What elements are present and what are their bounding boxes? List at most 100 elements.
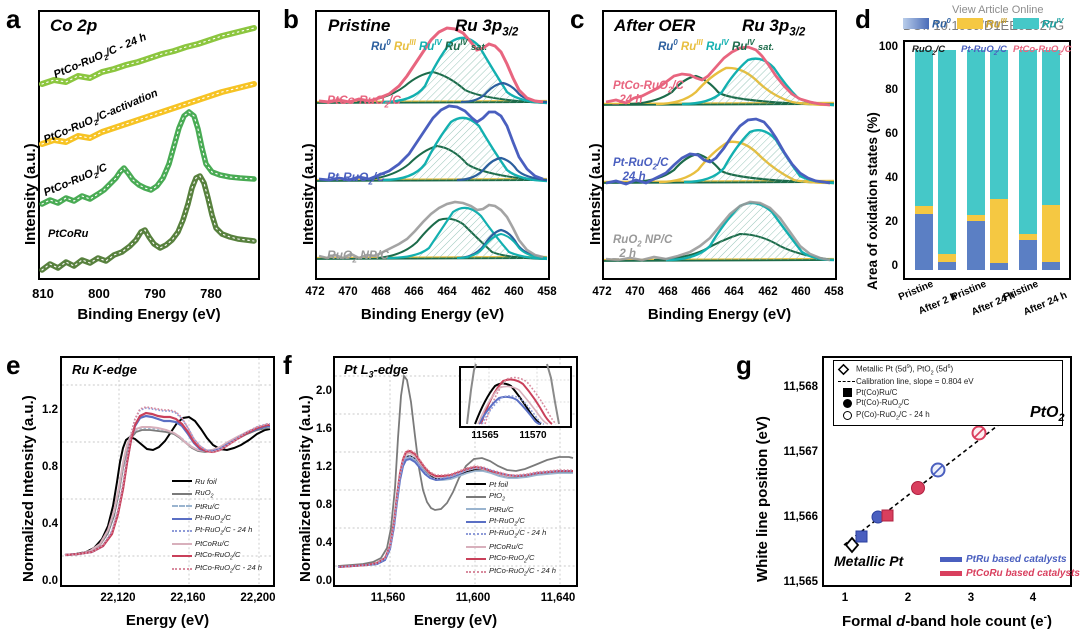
panel-d-svg xyxy=(915,50,1060,270)
panel-g-ylabel: White line position (eV) xyxy=(754,416,771,582)
panel-e-inset-title: Ru K-edge xyxy=(72,362,137,377)
panel-f-legend-label-0: Pt foil xyxy=(489,479,508,489)
panel-e-legend-item-2: PtRu/C xyxy=(172,500,280,513)
panel-c-curve-label-0: PtCo-RuO2/C xyxy=(613,80,684,95)
panel-f-ytick-2: 0.8 xyxy=(316,499,332,511)
panel-e-ytick-0: 0.0 xyxy=(42,575,58,587)
bar-g1-pristine xyxy=(915,50,933,270)
panel-b-xtick-2: 468 xyxy=(371,286,391,298)
panel-g-xtick-3: 4 xyxy=(1029,592,1037,604)
panel-d-legend-swatch-ru3 xyxy=(956,17,983,29)
panel-d-legend-label-ru4: RuIV xyxy=(1041,16,1064,31)
panel-f-ytick-3: 1.2 xyxy=(316,461,332,473)
panel-g-point-metallic-pt xyxy=(844,536,860,554)
panel-a-xtick-0: 810 xyxy=(32,286,54,301)
panel-e-legend-label-7: PtCo-RuO2/C - 24 h xyxy=(195,562,263,575)
panel-g-xlabel: Formal d-band hole count (e-) xyxy=(841,612,1053,630)
panel-c-curve-label-1b: _ 24 h xyxy=(613,171,646,183)
panel-e-legend-label-2: PtRu/C xyxy=(195,501,220,511)
panel-f-ytick-5: 2.0 xyxy=(316,385,332,397)
panel-b-xlabel: Binding Energy (eV) xyxy=(360,306,505,323)
panel-f-svg xyxy=(335,358,575,584)
panel-g-legend: Metallic Pt (5d9), PtO2 (5d6) Calibratio… xyxy=(833,360,1063,426)
panel-c-plot-frame xyxy=(602,10,837,280)
panel-d-ytick-3: 60 xyxy=(885,128,898,140)
panel-f-ytick-1: 0.4 xyxy=(316,537,332,549)
panel-d-plot-frame xyxy=(903,40,1071,280)
panel-g-legend-label-2: Pt(Co)Ru/C xyxy=(856,388,898,398)
panel-f-xtick-2: 11,640 xyxy=(540,592,576,604)
panel-f-legend-item-6: PtCo-RuO2/C xyxy=(466,553,578,566)
panel-d-xtick-2: Pristine xyxy=(950,278,989,304)
panel-g-series-legend-item-0: PtRu based catalysts xyxy=(940,552,1080,566)
panel-d-group-label-0: RuO2/C xyxy=(912,44,946,57)
panel-b-xtick-6: 460 xyxy=(504,286,524,298)
panel-d-xtick-0: Pristine xyxy=(897,278,936,304)
panel-c-inset-title-right: Ru 3p3/2 xyxy=(742,16,806,39)
watermark-view-article: View Article Online xyxy=(952,4,1044,16)
panel-e-legend-swatch-1 xyxy=(172,492,192,495)
panel-f-legend-label-3: Pt-RuO2/C xyxy=(489,515,525,528)
panel-g-point-ptcoruc xyxy=(881,509,894,522)
bar-g1-after xyxy=(938,50,956,270)
panel-e-label: e xyxy=(6,350,21,380)
panel-g-ytick-0: 11,565 xyxy=(783,576,818,588)
panel-c-svg xyxy=(603,45,835,262)
panel-e-xtick-0: 22,120 xyxy=(100,592,136,604)
panel-c-xtick-2: 468 xyxy=(658,286,678,298)
panel-f-ytick-4: 1.6 xyxy=(316,423,332,435)
panel-f-label: f xyxy=(283,350,292,380)
panel-a-inset-title: Co 2p xyxy=(50,16,98,35)
panel-g-legend-label-0: Metallic Pt (5d9), PtO2 (5d6) xyxy=(856,363,954,376)
panel-b-xtick-1: 470 xyxy=(338,286,358,298)
panel-g-label: g xyxy=(736,350,752,380)
panel-e-legend-swatch-5 xyxy=(172,542,192,545)
panel-e-legend-swatch-4 xyxy=(172,530,192,533)
panel-f-ytick-0: 0.0 xyxy=(316,575,332,587)
panel-b-plot-frame xyxy=(315,10,550,280)
panel-f-legend-label-1: PtO2 xyxy=(489,490,505,503)
panel-c-curve-label-1: Pt-RuO2/C xyxy=(613,157,669,172)
panel-g-series-label-ptcoru: PtCoRu based catalysts xyxy=(966,567,1080,579)
panel-g-annotation-pto2: PtO2 xyxy=(1030,404,1065,425)
panel-e-xlabel: Energy (eV) xyxy=(125,612,210,629)
panel-d-label: d xyxy=(855,4,871,34)
panel-d-group-label-1: Pt-RuO2/C xyxy=(961,44,1007,57)
panel-f-inset-xtick-1: 11570 xyxy=(519,430,547,441)
panel-e-legend-swatch-7 xyxy=(172,567,192,570)
panel-e-legend-label-1: RuO2 xyxy=(195,487,214,500)
panel-f-inset-title: Pt L3-edge xyxy=(344,362,409,380)
panel-d-legend: Ru0 RuIII RuIV xyxy=(903,16,1063,31)
panel-g-xtick-1: 2 xyxy=(904,592,912,604)
panel-f-legend-swatch-0 xyxy=(466,483,486,486)
panel-e-legend-swatch-6 xyxy=(172,555,192,558)
panel-g-ytick-1: 11,566 xyxy=(783,511,818,523)
panel-a-xtick-1: 800 xyxy=(88,286,110,301)
panel-g-xtick-2: 3 xyxy=(967,592,975,604)
panel-g-series-legend-item-1: PtCoRu based catalysts xyxy=(940,566,1080,580)
panel-f-legend-item-0: Pt foil xyxy=(466,478,578,491)
panel-f-legend-label-4: Pt-RuO2/C - 24 h xyxy=(489,528,547,540)
panel-g-ytick-2: 11,567 xyxy=(783,446,818,458)
panel-f-inset-svg xyxy=(461,363,570,426)
panel-d-legend-label-ru3: RuIII xyxy=(985,16,1007,31)
panel-d-ytick-2: 40 xyxy=(885,172,898,184)
panel-d-ytick-1: 20 xyxy=(885,216,898,228)
panel-f-inset-frame xyxy=(459,363,572,428)
panel-f-xtick-0: 11,560 xyxy=(370,592,406,604)
panel-a-label: a xyxy=(6,4,21,34)
panel-f-inset-xtick-0: 11565 xyxy=(471,430,499,441)
panel-c-xlabel: Binding Energy (eV) xyxy=(647,306,792,323)
panel-c-xtick-0: 472 xyxy=(592,286,612,298)
panel-b-curve-label-0: PtCo-RuO2/C xyxy=(327,93,401,110)
panel-d-xtick-5: After 24 h xyxy=(1022,289,1069,319)
panel-a-svg xyxy=(39,25,257,273)
panel-g-point-ptco-ruo2c xyxy=(911,481,925,495)
panel-e-legend-item-7: PtCo-RuO2/C - 24 h xyxy=(172,563,280,576)
panel-b-xtick-4: 464 xyxy=(437,286,457,298)
panel-c-curve-label-0b: _24 h xyxy=(613,94,643,106)
panel-e-plot-frame xyxy=(60,356,275,587)
panel-c-species-legend: Ru0 RuIII RuIV RuIV sat. xyxy=(658,38,775,53)
panel-g-annotation-metallic-pt: Metallic Pt xyxy=(834,553,904,569)
panel-a-curve-label-3: PtCoRu xyxy=(48,228,89,240)
